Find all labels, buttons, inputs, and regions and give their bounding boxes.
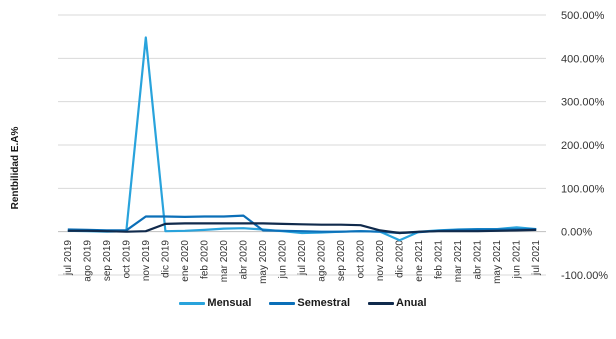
series-lines bbox=[67, 36, 537, 242]
x-tick-label: jul 2020 bbox=[297, 240, 308, 276]
series-line-anual bbox=[67, 222, 537, 235]
x-tick-label: abr 2020 bbox=[238, 240, 249, 280]
x-tick-label: nov 2019 bbox=[141, 240, 152, 282]
y-tick-label: 0.00% bbox=[561, 227, 592, 239]
legend-item: Mensual bbox=[179, 297, 251, 309]
y-tick-label: 100.00% bbox=[561, 183, 605, 195]
x-tick-label: may 2020 bbox=[258, 240, 269, 284]
y-tick-label: 500.00% bbox=[561, 10, 605, 22]
legend-swatch bbox=[368, 301, 395, 305]
x-tick-label: jun 2020 bbox=[277, 240, 288, 280]
legend-label: Mensual bbox=[207, 297, 252, 309]
line-chart: -100.00% 0.00% 100.00% 200.00% 300.00% 400.00… bbox=[10, 10, 608, 284]
x-tick-label: ago 2020 bbox=[317, 240, 328, 282]
x-tick-label: dic 2020 bbox=[395, 240, 406, 278]
x-tick-label: dic 2019 bbox=[160, 240, 171, 278]
x-tick-label: sep 2019 bbox=[102, 240, 113, 282]
x-tick-label: oct 2019 bbox=[121, 240, 132, 279]
legend-swatch bbox=[179, 301, 206, 305]
x-tick-label: oct 2020 bbox=[356, 240, 367, 279]
y-tick-label: 300.00% bbox=[561, 97, 605, 109]
y-tick-label: -100.00% bbox=[561, 270, 608, 282]
y-tick-label: 400.00% bbox=[561, 53, 605, 65]
gridlines bbox=[58, 14, 546, 276]
legend-label: Semestral bbox=[297, 297, 351, 309]
x-axis-ticks: jul 2019 ago 2019 sep 2019 oct 2019 nov 2019… bbox=[63, 240, 542, 284]
series-line-mensual bbox=[67, 36, 537, 242]
x-tick-label: jul 2019 bbox=[63, 240, 74, 276]
x-tick-label: feb 2020 bbox=[199, 240, 210, 279]
x-tick-label: mar 2021 bbox=[453, 240, 464, 283]
legend-item: Semestral bbox=[269, 297, 350, 309]
x-tick-label: abr 2021 bbox=[473, 240, 484, 280]
series-line-semestral bbox=[67, 214, 537, 235]
x-tick-label: ene 2021 bbox=[414, 240, 425, 282]
legend-label: Anual bbox=[396, 297, 427, 309]
y-tick-label: 200.00% bbox=[561, 140, 605, 152]
x-tick-label: feb 2021 bbox=[434, 240, 445, 279]
x-tick-label: ene 2020 bbox=[180, 240, 191, 282]
x-tick-label: may 2021 bbox=[492, 240, 503, 284]
x-tick-label: nov 2020 bbox=[375, 240, 386, 282]
x-tick-label: jul 2021 bbox=[531, 240, 542, 276]
legend: Mensual Semestral Anual bbox=[0, 297, 616, 309]
legend-item: Anual bbox=[368, 297, 427, 309]
x-tick-label: mar 2020 bbox=[219, 240, 230, 283]
legend-swatch bbox=[269, 301, 296, 305]
x-tick-label: sep 2020 bbox=[336, 240, 347, 282]
x-tick-label: jun 2021 bbox=[512, 240, 523, 280]
y-axis-ticks: -100.00% 0.00% 100.00% 200.00% 300.00% 400.00… bbox=[561, 10, 608, 282]
x-tick-label: ago 2019 bbox=[82, 240, 93, 282]
y-axis-label: Rentbilidad E.A% bbox=[10, 127, 21, 210]
